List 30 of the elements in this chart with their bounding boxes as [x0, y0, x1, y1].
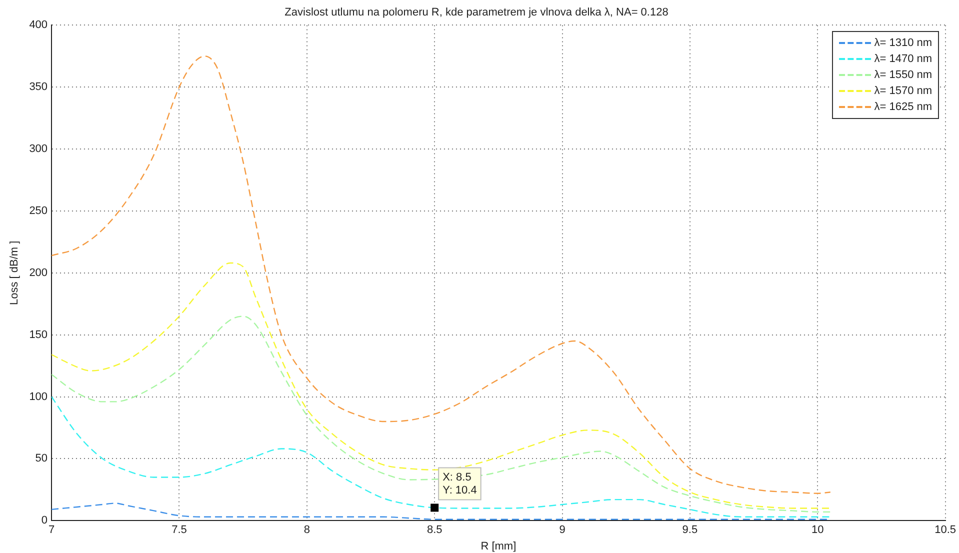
y-tick-label: 200: [29, 266, 48, 279]
x-tick-label: 8.5: [426, 524, 442, 536]
x-tick-label: 10.5: [934, 524, 956, 536]
y-axis-title: Loss [ dB/m ]: [8, 240, 21, 305]
line-series: [52, 396, 831, 518]
y-tick-label: 100: [29, 390, 48, 403]
x-tick-label: 10: [811, 524, 824, 536]
x-tick-label: 8: [304, 524, 310, 536]
legend-label: λ= 1625 nm: [874, 101, 932, 114]
legend-label: λ= 1310 nm: [874, 37, 932, 50]
y-tick-label: 150: [29, 328, 48, 341]
y-tick-label: 0: [41, 514, 48, 527]
legend-label: λ= 1570 nm: [874, 85, 932, 98]
y-tick-label: 300: [29, 143, 48, 156]
y-tick-label: 50: [35, 452, 48, 465]
x-tick-label: 9.5: [682, 524, 698, 536]
x-tick-label: 9: [559, 524, 566, 536]
legend-label: λ= 1550 nm: [874, 69, 932, 82]
y-tick-label: 400: [29, 19, 48, 32]
x-tick-label: 7.5: [172, 524, 187, 536]
x-tick-label: 7: [48, 524, 55, 536]
chart-title: Zavislost utlumu na polomeru R, kde parametrem je vlnova delka λ, NA= 0.128: [284, 6, 668, 19]
line-series: [52, 56, 831, 494]
legend-label: λ= 1470 nm: [874, 53, 932, 66]
line-series: [52, 262, 831, 509]
x-axis-title: R [mm]: [480, 540, 516, 552]
y-tick-label: 350: [29, 81, 48, 94]
line-series: [52, 316, 831, 513]
y-tick-label: 250: [29, 205, 48, 218]
annotation: X: 8.5 Y: 10.4: [442, 471, 477, 496]
